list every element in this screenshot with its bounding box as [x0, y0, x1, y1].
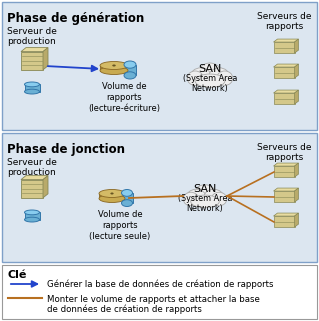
Text: SAN: SAN [193, 184, 217, 194]
FancyBboxPatch shape [273, 67, 294, 78]
Ellipse shape [209, 68, 230, 85]
Ellipse shape [25, 89, 40, 94]
Ellipse shape [191, 195, 219, 208]
Text: Clé: Clé [8, 270, 27, 280]
Ellipse shape [211, 192, 227, 206]
Polygon shape [21, 176, 48, 180]
Text: Serveur de
production: Serveur de production [7, 158, 57, 178]
Ellipse shape [183, 192, 199, 206]
Text: Phase de jonction: Phase de jonction [7, 143, 125, 156]
FancyBboxPatch shape [21, 180, 43, 198]
Text: Phase de génération: Phase de génération [7, 12, 144, 25]
FancyBboxPatch shape [122, 193, 132, 203]
Polygon shape [273, 188, 299, 191]
Polygon shape [294, 213, 299, 227]
Polygon shape [294, 64, 299, 78]
Text: Volume de
rapports
(lecture-écriture): Volume de rapports (lecture-écriture) [88, 82, 160, 112]
FancyBboxPatch shape [2, 2, 317, 130]
Polygon shape [294, 39, 299, 53]
Ellipse shape [186, 189, 206, 206]
Polygon shape [43, 48, 48, 70]
Text: Monter le volume de rapports et attacher la base: Monter le volume de rapports et attacher… [47, 295, 260, 304]
Ellipse shape [99, 189, 125, 197]
FancyBboxPatch shape [273, 191, 294, 202]
Text: (System Area
Network): (System Area Network) [178, 194, 232, 213]
FancyBboxPatch shape [273, 166, 294, 177]
Polygon shape [273, 64, 299, 67]
Text: Serveurs de
rapports: Serveurs de rapports [257, 12, 311, 31]
Ellipse shape [204, 189, 224, 206]
Ellipse shape [187, 71, 203, 85]
Ellipse shape [124, 61, 136, 68]
FancyBboxPatch shape [25, 84, 40, 91]
Ellipse shape [25, 217, 40, 222]
FancyBboxPatch shape [99, 194, 125, 198]
FancyBboxPatch shape [21, 52, 43, 70]
FancyBboxPatch shape [124, 65, 136, 75]
Polygon shape [273, 39, 299, 42]
Ellipse shape [25, 210, 40, 215]
Ellipse shape [122, 200, 132, 206]
Polygon shape [273, 163, 299, 166]
Polygon shape [273, 213, 299, 216]
FancyBboxPatch shape [273, 216, 294, 227]
Ellipse shape [100, 62, 128, 70]
Text: Serveur de
production: Serveur de production [7, 27, 57, 47]
Polygon shape [43, 176, 48, 198]
FancyBboxPatch shape [273, 93, 294, 104]
Polygon shape [294, 163, 299, 177]
Polygon shape [294, 90, 299, 104]
Text: (System Area
Network): (System Area Network) [183, 74, 237, 93]
Ellipse shape [122, 189, 132, 196]
FancyBboxPatch shape [2, 265, 317, 319]
FancyBboxPatch shape [2, 133, 317, 262]
Text: de données de création de rapports: de données de création de rapports [47, 305, 202, 315]
Polygon shape [21, 48, 48, 52]
Ellipse shape [190, 68, 211, 85]
FancyBboxPatch shape [100, 65, 128, 71]
Ellipse shape [25, 82, 40, 87]
Ellipse shape [217, 71, 233, 85]
Ellipse shape [198, 63, 221, 84]
Ellipse shape [100, 66, 128, 74]
Text: Générer la base de données de création de rapports: Générer la base de données de création d… [47, 279, 273, 289]
Ellipse shape [99, 195, 125, 203]
Text: Serveurs de
rapports: Serveurs de rapports [257, 143, 311, 162]
Ellipse shape [124, 72, 136, 79]
Ellipse shape [110, 193, 114, 195]
FancyBboxPatch shape [25, 213, 40, 220]
Polygon shape [294, 188, 299, 202]
Ellipse shape [195, 74, 225, 88]
Text: Volume de
rapports
(lecture seule): Volume de rapports (lecture seule) [89, 210, 151, 240]
Polygon shape [273, 90, 299, 93]
Text: SAN: SAN [198, 64, 222, 74]
Ellipse shape [112, 65, 116, 66]
Ellipse shape [194, 185, 216, 204]
FancyBboxPatch shape [273, 42, 294, 53]
